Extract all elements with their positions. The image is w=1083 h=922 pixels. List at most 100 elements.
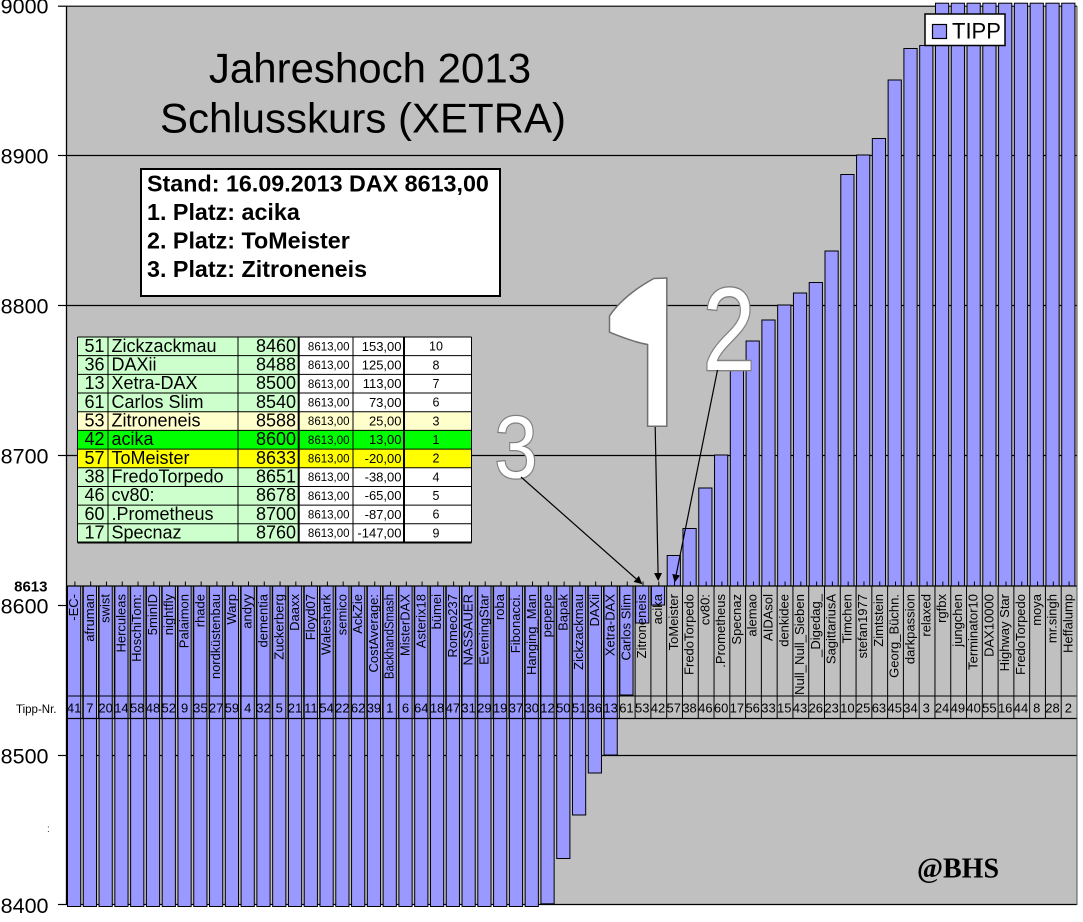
svg-text:Specnaz: Specnaz	[112, 523, 182, 543]
svg-text:CostAverage:: CostAverage:	[366, 594, 381, 673]
svg-text:Tipp-Nr.: Tipp-Nr.	[16, 704, 56, 716]
svg-text:41: 41	[67, 701, 81, 716]
svg-text:3: 3	[433, 414, 440, 428]
svg-text:dementia: dementia	[255, 593, 270, 647]
svg-text:61: 61	[84, 392, 104, 412]
svg-text:Zuckerberg: Zuckerberg	[271, 594, 286, 660]
svg-text:8613: 8613	[14, 579, 47, 596]
svg-text:8460: 8460	[256, 336, 296, 356]
svg-text:62: 62	[351, 701, 365, 716]
svg-text:DAX10000: DAX10000	[981, 594, 996, 657]
svg-text:8613,00: 8613,00	[308, 341, 350, 353]
svg-text:@BHS: @BHS	[917, 854, 999, 885]
svg-text:FredoTorpedo: FredoTorpedo	[1013, 594, 1028, 675]
svg-text:cv80:: cv80:	[697, 594, 712, 625]
svg-text:53: 53	[635, 701, 649, 716]
svg-text:10: 10	[429, 340, 443, 354]
svg-text:swist: swist	[98, 594, 113, 623]
svg-text:43: 43	[793, 701, 807, 716]
svg-text:2: 2	[433, 452, 440, 466]
svg-text:23: 23	[824, 701, 838, 716]
svg-text:Warp: Warp	[224, 594, 239, 625]
svg-text:8613,00: 8613,00	[308, 491, 350, 503]
svg-text:3. Platz: Zitroneneis: 3. Platz: Zitroneneis	[147, 256, 367, 282]
svg-text:DAXii: DAXii	[587, 594, 602, 627]
svg-text:Schlusskurs (XETRA): Schlusskurs (XETRA)	[160, 95, 566, 142]
svg-text:125,00: 125,00	[362, 357, 402, 372]
svg-text:-65,00: -65,00	[365, 488, 402, 503]
svg-text:pepepe: pepepe	[540, 594, 555, 637]
svg-text:Xetra-DAX: Xetra-DAX	[603, 594, 618, 656]
svg-text:13,00: 13,00	[369, 432, 402, 447]
svg-text:10: 10	[840, 701, 854, 716]
svg-text:12: 12	[540, 701, 554, 716]
svg-text:22: 22	[335, 701, 349, 716]
svg-text:Floyd07: Floyd07	[303, 594, 318, 640]
svg-text:8: 8	[433, 358, 440, 372]
svg-text:48: 48	[146, 701, 160, 716]
svg-text::: :	[47, 824, 50, 835]
svg-text:21: 21	[288, 701, 302, 716]
svg-text:42: 42	[84, 429, 104, 449]
svg-text:60: 60	[84, 504, 104, 524]
svg-text:14: 14	[114, 701, 128, 716]
svg-text:BackhandSmash: BackhandSmash	[382, 594, 397, 679]
svg-text:.Prometheus: .Prometheus	[112, 504, 214, 524]
svg-text:stefan1977: stefan1977	[855, 594, 870, 658]
svg-text:andyy: andyy	[240, 594, 255, 629]
svg-text:8600: 8600	[256, 429, 296, 449]
svg-text:40: 40	[966, 701, 980, 716]
svg-text:.Prometheus: .Prometheus	[713, 594, 728, 668]
svg-text:mr.singh: mr.singh	[1045, 594, 1060, 643]
svg-text:8678: 8678	[256, 485, 296, 505]
svg-text:acika: acika	[112, 429, 155, 449]
svg-text:8700: 8700	[1, 444, 49, 468]
svg-text:6: 6	[402, 701, 409, 716]
svg-text:25: 25	[856, 701, 870, 716]
svg-text:54: 54	[319, 701, 333, 716]
svg-text:16: 16	[998, 701, 1012, 716]
svg-text:ToMeister: ToMeister	[666, 593, 681, 650]
svg-text:46: 46	[698, 701, 712, 716]
svg-text:2. Platz: ToMeister: 2. Platz: ToMeister	[147, 228, 350, 254]
svg-text:8700: 8700	[256, 504, 296, 524]
svg-text:50: 50	[556, 701, 570, 716]
svg-text:8633: 8633	[256, 448, 296, 468]
svg-text:8613,00: 8613,00	[308, 453, 350, 465]
svg-text:NASSAUER: NASSAUER	[461, 594, 476, 666]
svg-text:51: 51	[572, 701, 586, 716]
svg-text:Carlos Slim: Carlos Slim	[112, 392, 204, 412]
svg-text:8613,00: 8613,00	[308, 379, 350, 391]
svg-text:36: 36	[84, 354, 104, 374]
svg-text:52: 52	[162, 701, 176, 716]
svg-text:8613,00: 8613,00	[308, 510, 350, 522]
svg-text:60: 60	[714, 701, 728, 716]
svg-text:Daaxx: Daaxx	[287, 594, 302, 631]
svg-text:55: 55	[982, 701, 996, 716]
svg-text:59: 59	[225, 701, 239, 716]
svg-text:8600: 8600	[1, 594, 49, 618]
svg-text:56: 56	[745, 701, 759, 716]
svg-text:moya: moya	[1029, 593, 1044, 626]
svg-text:17: 17	[84, 523, 104, 543]
svg-text:8613,00: 8613,00	[308, 360, 350, 372]
svg-text:45: 45	[887, 701, 901, 716]
svg-text:Fibonacci.: Fibonacci.	[508, 594, 523, 653]
svg-text:8900: 8900	[1, 144, 49, 168]
svg-text:32: 32	[256, 701, 270, 716]
svg-text:38: 38	[682, 701, 696, 716]
svg-text:SagittariusA: SagittariusA	[824, 594, 839, 664]
svg-text:-20,00: -20,00	[365, 451, 402, 466]
svg-text:Carlos Slim: Carlos Slim	[618, 594, 633, 660]
svg-text:25,00: 25,00	[369, 414, 402, 429]
svg-text:ToMeister: ToMeister	[112, 448, 190, 468]
svg-text:9000: 9000	[1, 0, 49, 18]
svg-text:Asterix18: Asterix18	[413, 594, 428, 648]
svg-text:8613,00: 8613,00	[308, 416, 350, 428]
svg-text:8613,00: 8613,00	[308, 472, 350, 484]
svg-text:Null_Null_Sieben: Null_Null_Sieben	[792, 594, 807, 695]
svg-text:13: 13	[84, 373, 104, 393]
svg-text:denkidee: denkidee	[776, 594, 791, 647]
svg-text:_Digedag_: _Digedag_	[808, 593, 823, 658]
svg-text:FredoTorpedo: FredoTorpedo	[682, 594, 697, 675]
